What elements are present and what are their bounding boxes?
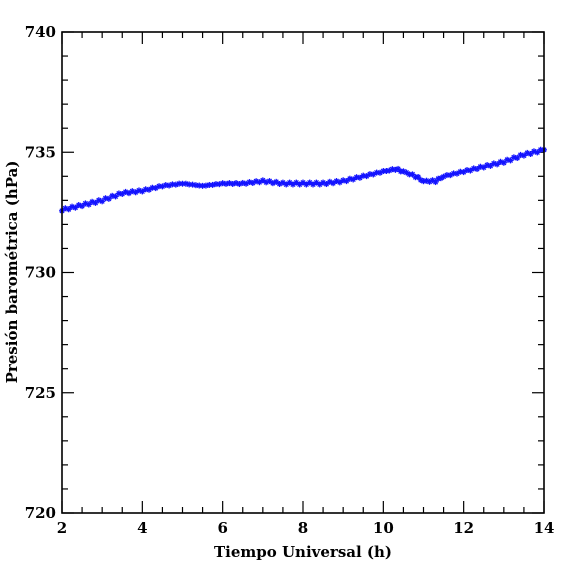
data-point xyxy=(92,199,99,206)
data-point xyxy=(527,151,534,158)
data-point xyxy=(507,157,514,164)
y-axis-title: Presión barométrica (hPa) xyxy=(3,161,21,384)
x-tick-label: 14 xyxy=(534,519,555,537)
data-point xyxy=(467,167,474,174)
data-marks xyxy=(59,146,547,214)
data-point xyxy=(266,178,273,185)
data-point xyxy=(510,154,517,161)
y-tick-label: 735 xyxy=(25,143,56,161)
data-point xyxy=(139,188,146,195)
plot-frame xyxy=(61,31,545,514)
y-tick-label: 740 xyxy=(25,23,56,41)
data-point xyxy=(474,166,481,173)
data-point xyxy=(119,190,126,197)
data-point xyxy=(356,174,363,181)
x-tick-label: 10 xyxy=(373,519,394,537)
data-point xyxy=(494,161,501,168)
axis-ticks xyxy=(61,31,545,514)
y-tick-label: 730 xyxy=(25,264,56,282)
x-tick-label: 4 xyxy=(137,519,147,537)
data-point xyxy=(480,164,487,171)
x-tick-label: 8 xyxy=(298,519,308,537)
tick-labels: 2 4 6 8 10 12 14 720 725 730 735 740 xyxy=(25,23,555,537)
x-tick-label: 12 xyxy=(453,519,474,537)
y-tick-label: 725 xyxy=(25,384,56,402)
y-tick-label: 720 xyxy=(25,504,56,522)
data-point xyxy=(350,176,357,183)
x-tick-label: 2 xyxy=(57,519,67,537)
x-tick-label: 6 xyxy=(217,519,227,537)
data-point xyxy=(343,178,350,185)
x-axis-title: Tiempo Universal (h) xyxy=(214,543,392,561)
